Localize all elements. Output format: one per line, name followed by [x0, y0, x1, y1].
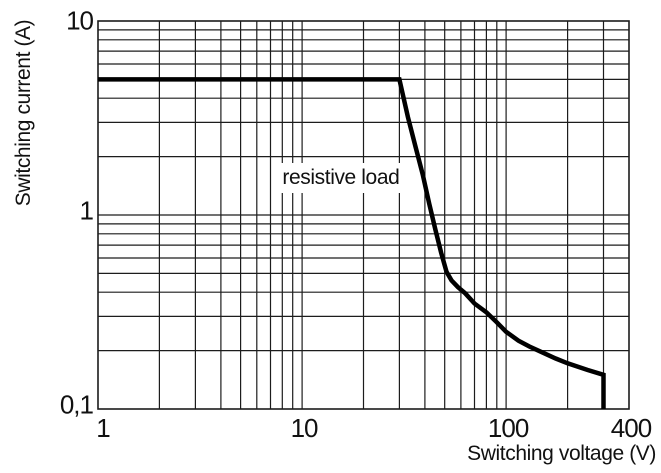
y-tick-label: 0,1 [59, 389, 94, 420]
x-tick-label: 100 [487, 413, 529, 443]
plot-border [97, 20, 630, 410]
load-limit-curve [98, 77, 606, 409]
curve-annotation-label: resistive load [273, 163, 409, 194]
y-tick-label: 1 [79, 195, 95, 226]
x-tick-label: 400 [610, 413, 652, 443]
y-tick-label: 10 [66, 5, 94, 36]
y-axis-title: Switching current (A) [12, 19, 35, 207]
x-axis-title: Switching voltage (V) [467, 442, 656, 465]
x-tick-label: 1 [96, 413, 111, 443]
x-tick-label: 10 [290, 413, 319, 443]
